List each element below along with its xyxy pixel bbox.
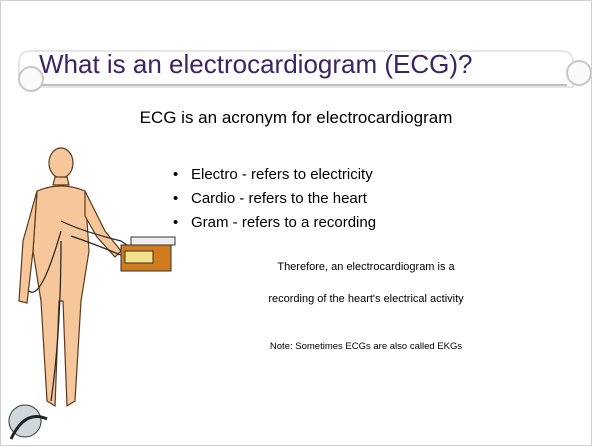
conclusion-line: recording of the heart's electrical acti… [71,293,592,305]
conclusion-line: Therefore, an electrocardiogram is a [71,261,592,273]
subtitle: ECG is an acronym for electrocardiogram [1,108,591,128]
bullet-list: Electro - refers to electricity Cardio -… [177,163,376,235]
bullet: Electro - refers to electricity [177,163,376,187]
slide-title: What is an electrocardiogram (ECG)? [39,49,472,80]
slide: What is an electrocardiogram (ECG)? ECG … [0,0,592,446]
bullet: Cardio - refers to the heart [177,187,376,211]
note: Note: Sometimes ECGs are also called EKG… [71,341,592,352]
bullet: Gram - refers to a recording [177,211,376,235]
